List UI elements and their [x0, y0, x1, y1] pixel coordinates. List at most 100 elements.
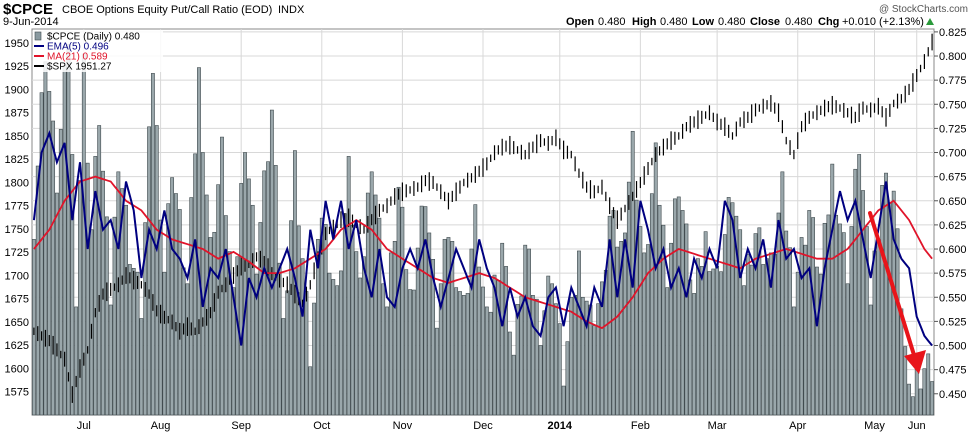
- cpce-bar: [454, 287, 459, 416]
- cpce-bar: [776, 212, 781, 416]
- cpce-bar: [431, 259, 436, 416]
- chart-date: 9-Jun-2014: [3, 16, 59, 28]
- cpce-bar: [104, 216, 109, 416]
- cpce-bar: [473, 204, 478, 416]
- stockcharts-watermark: @ StockCharts.com: [879, 4, 968, 15]
- cpce-bar: [381, 283, 386, 416]
- left-tick-label: 1700: [5, 270, 29, 282]
- cpce-bar: [312, 302, 317, 416]
- legend-background: [33, 30, 163, 72]
- high-value: 0.480: [660, 16, 688, 28]
- low-label: Low: [692, 16, 714, 28]
- cpce-bar: [811, 217, 815, 416]
- arrow-head-icon: [904, 350, 926, 374]
- cpce-bar: [554, 303, 558, 416]
- cpce-bar: [780, 171, 785, 416]
- cpce-bar: [354, 251, 359, 416]
- cpce-bar: [596, 303, 601, 416]
- cpce-bar: [339, 270, 343, 416]
- cpce-bar: [868, 304, 873, 416]
- cpce-bar: [569, 296, 574, 416]
- cpce-bar: [657, 204, 662, 416]
- open-value: 0.480: [598, 16, 626, 28]
- left-tick-label: 1825: [5, 154, 29, 166]
- cpce-bar: [208, 237, 213, 416]
- cpce-bar: [895, 228, 900, 416]
- right-tick-label: 0.600: [939, 244, 967, 256]
- cpce-bar: [331, 279, 336, 416]
- left-tick-label: 1750: [5, 224, 29, 236]
- cpce-bar: [396, 186, 401, 416]
- cpce-bar: [365, 192, 370, 416]
- cpce-bar: [527, 248, 531, 416]
- chart-exchange: INDX: [278, 4, 305, 16]
- x-tick-label: Mar: [708, 420, 727, 432]
- cpce-bar: [166, 203, 171, 416]
- cpce-bar: [684, 223, 689, 416]
- cpce-bar: [458, 291, 462, 416]
- cpce-bar: [818, 273, 823, 416]
- cpce-bar: [623, 232, 627, 416]
- arrow-shaft: [868, 211, 916, 357]
- cpce-bar: [335, 285, 340, 416]
- cpce-bar: [266, 161, 270, 416]
- cpce-bar: [703, 231, 708, 416]
- cpce-bar: [838, 223, 842, 416]
- cpce-bar: [181, 267, 186, 416]
- cpce-bar: [607, 215, 612, 416]
- right-tick-label: 0.675: [939, 172, 967, 184]
- cpce-bar: [373, 194, 378, 416]
- cpce-bar: [408, 289, 412, 416]
- cpce-bar: [580, 296, 585, 416]
- cpce-bar: [246, 178, 251, 416]
- cpce-bar: [74, 306, 79, 416]
- cpce-bar: [822, 222, 827, 416]
- cpce-bar: [327, 272, 332, 416]
- cpce-bar: [619, 241, 624, 416]
- left-tick-label: 1875: [5, 108, 29, 120]
- x-tick-label: Jun: [908, 420, 926, 432]
- cpce-bar: [446, 237, 451, 416]
- chg-value: +0.010 (+2.13%): [842, 16, 924, 28]
- cpce-bar: [653, 142, 658, 416]
- cpce-bar: [922, 368, 927, 416]
- right-tick-label: 0.825: [939, 27, 967, 39]
- cpce-bar: [461, 295, 466, 416]
- cpce-bar: [930, 381, 934, 416]
- left-tick-label: 1625: [5, 340, 29, 352]
- x-axis-ticks: Jul Aug Sep Oct Nov Dec 2014 Feb Mar Apr May Jun: [77, 420, 926, 432]
- cpce-bar: [427, 232, 432, 416]
- cpce-bar: [177, 209, 182, 416]
- cpce-bar: [914, 366, 919, 416]
- cpce-bar: [642, 252, 647, 416]
- cpce-bar: [465, 293, 470, 416]
- cpce-bar: [388, 252, 393, 416]
- cpce-bar: [435, 327, 439, 416]
- ma21-line: [33, 175, 933, 330]
- low-value: 0.480: [718, 16, 746, 28]
- chg-label: Chg: [818, 16, 839, 28]
- cpce-bar: [788, 247, 792, 416]
- cpce-bar: [404, 269, 409, 416]
- cpce-bar: [557, 323, 562, 416]
- cpce-bar: [477, 266, 482, 416]
- cpce-bar: [918, 388, 923, 416]
- cpce-bar: [212, 231, 217, 416]
- cpce-bar: [147, 126, 151, 416]
- cpce-bar: [362, 256, 366, 416]
- left-tick-label: 1925: [5, 61, 29, 73]
- cpce-bar: [515, 304, 520, 416]
- left-axis-ticks: 1575 1600 1625 1650 1675 1700 1725 1750 1775 1800…: [5, 38, 29, 399]
- cpce-bar: [891, 190, 896, 416]
- cpce-bar: [899, 308, 904, 416]
- cpce-bar: [223, 215, 228, 416]
- cpce-bar: [742, 285, 746, 416]
- cpce-bar: [39, 92, 44, 416]
- right-tick-label: 0.650: [939, 196, 967, 208]
- right-tick-label: 0.550: [939, 292, 967, 304]
- left-tick-label: 1600: [5, 363, 29, 375]
- cpce-bar: [273, 165, 278, 416]
- cpce-bar: [346, 156, 351, 416]
- cpce-bar: [227, 251, 232, 416]
